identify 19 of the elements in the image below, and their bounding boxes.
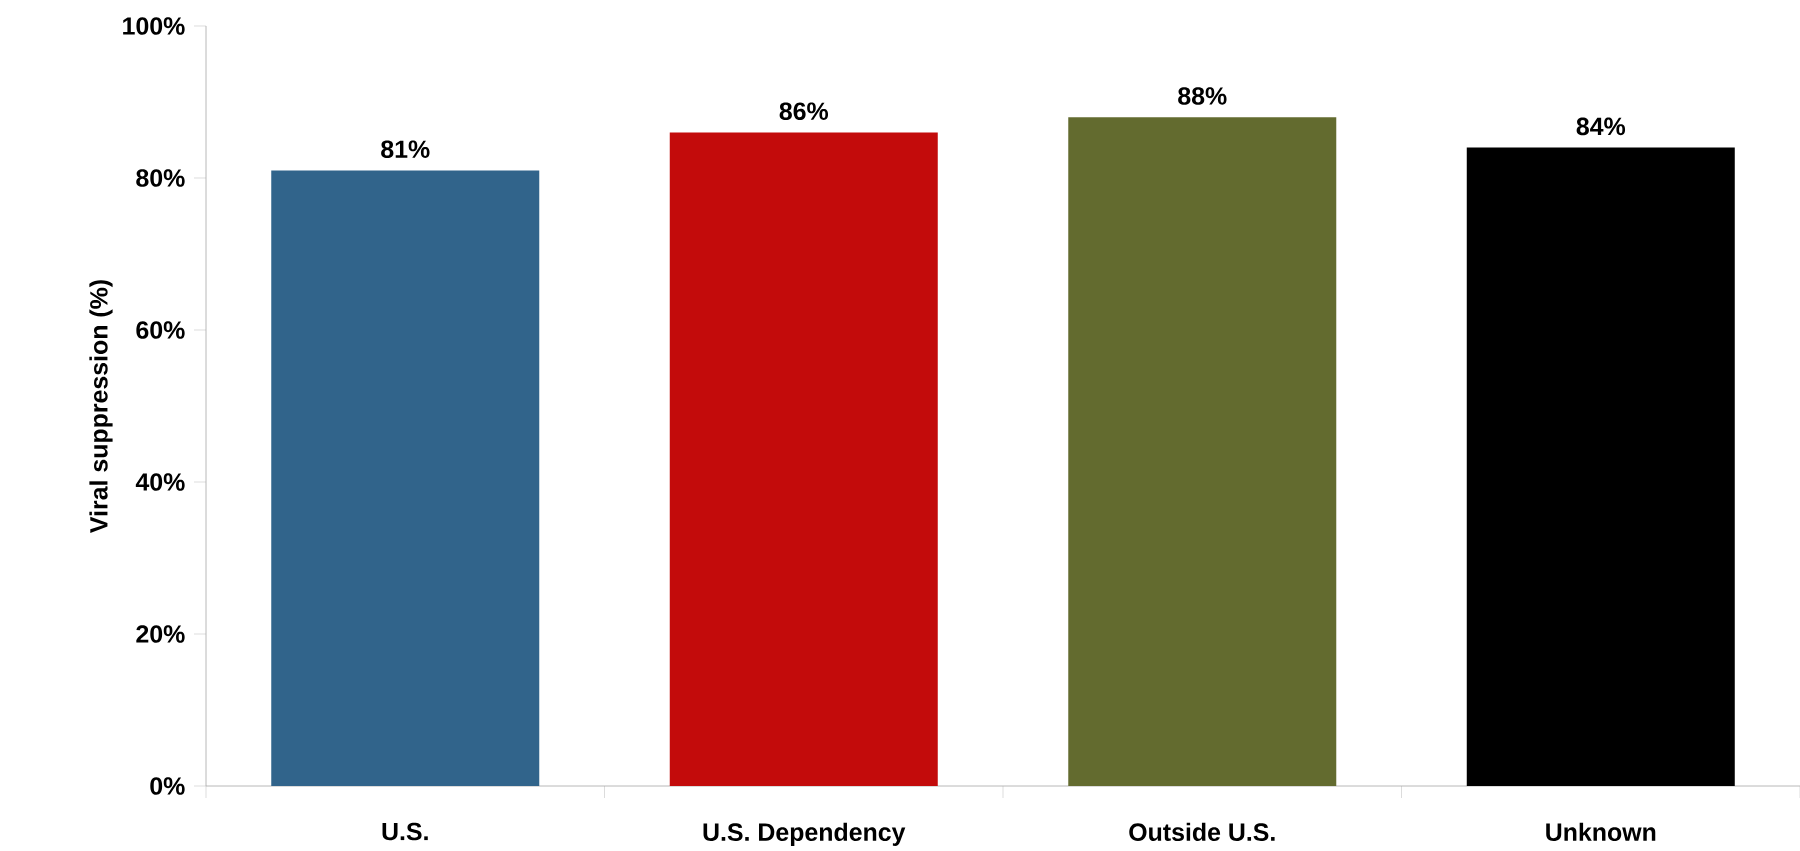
x-tick-label: Unknown (1546, 822, 1656, 841)
y-tick-label: 80% (136, 169, 185, 187)
bar (1068, 117, 1337, 786)
y-tick-label: 40% (135, 473, 185, 491)
data-label: 84% (1576, 117, 1626, 136)
y-tick-label: 0% (150, 777, 185, 795)
x-tick-label: U.S. (382, 822, 428, 841)
x-tick-label: Outside U.S. (1129, 822, 1275, 841)
y-tick-label: 100% (123, 17, 185, 35)
data-label: 81% (381, 140, 430, 158)
data-label: 86% (779, 102, 829, 120)
bar (669, 132, 938, 786)
x-tick-label: U.S. Dependency (703, 822, 906, 846)
y-tick-label: 60% (136, 321, 185, 339)
bar (1466, 147, 1735, 786)
data-label: 88% (1178, 87, 1227, 105)
bar (271, 170, 540, 786)
y-axis-title: Viral suppression (%) (89, 280, 113, 533)
y-tick-label: 20% (136, 625, 185, 643)
